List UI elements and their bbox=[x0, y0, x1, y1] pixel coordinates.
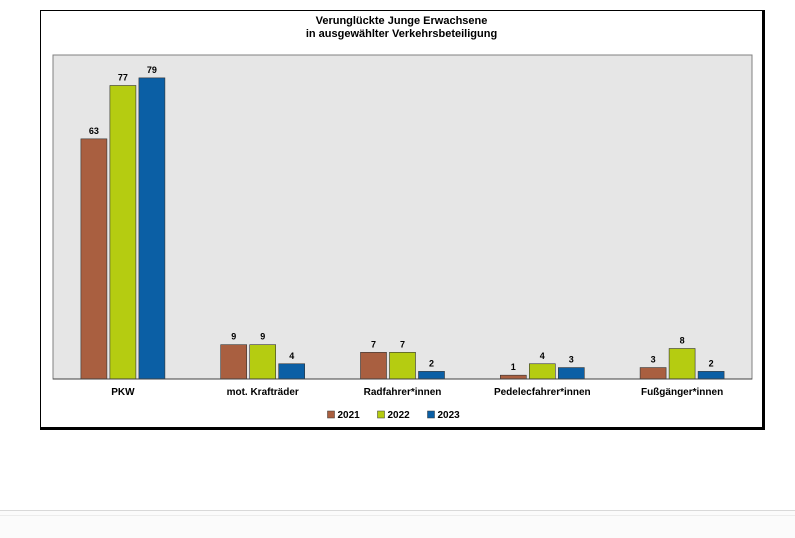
bar-2021-2 bbox=[360, 352, 387, 380]
data-label-2023-2: 2 bbox=[429, 358, 434, 368]
data-label-2021-3: 1 bbox=[511, 362, 516, 372]
chart-title-line-2: in ausgewählter Verkehrsbeteiligung bbox=[305, 28, 498, 40]
bar-2022-2 bbox=[389, 352, 416, 380]
bar-2023-3 bbox=[557, 367, 585, 380]
bottom-scroll-strip bbox=[0, 510, 795, 538]
bar-2022-1 bbox=[249, 344, 276, 380]
chart-title: Verunglückte Junge Erwachsene in ausgewä… bbox=[41, 15, 762, 41]
bar-2022-3 bbox=[528, 363, 556, 380]
data-label-2023-1: 4 bbox=[289, 351, 294, 361]
data-label-2021-4: 3 bbox=[651, 355, 656, 365]
bar-2021-4 bbox=[639, 367, 667, 380]
bar-2023-4 bbox=[697, 371, 725, 380]
legend-swatch-2023 bbox=[427, 410, 435, 419]
data-label-2021-2: 7 bbox=[371, 339, 376, 349]
data-label-2022-1: 9 bbox=[260, 332, 265, 342]
bar-2021-3 bbox=[499, 374, 527, 380]
plot-area bbox=[52, 54, 753, 380]
data-label-2023-0: 79 bbox=[147, 65, 157, 75]
chart-title-line-1: Verunglückte Junge Erwachsene bbox=[315, 15, 488, 27]
bar-2023-2 bbox=[418, 371, 445, 380]
legend-label-2022: 2022 bbox=[388, 410, 411, 421]
x-tick-label-0: PKW bbox=[111, 387, 135, 398]
bar-2023-1 bbox=[278, 363, 305, 380]
x-tick-label-3: Pedelecfahrer*innen bbox=[494, 387, 591, 398]
data-label-2023-3: 3 bbox=[569, 355, 574, 365]
data-label-2021-1: 9 bbox=[231, 332, 236, 342]
data-label-2022-4: 8 bbox=[680, 336, 685, 346]
legend-label-2023: 2023 bbox=[438, 410, 461, 421]
bar-2022-4 bbox=[668, 348, 696, 380]
bar-2021-0 bbox=[80, 138, 108, 380]
x-tick-label-1: mot. Krafträder bbox=[227, 387, 299, 398]
data-label-2022-0: 77 bbox=[118, 72, 128, 82]
data-label-2022-3: 4 bbox=[540, 351, 545, 361]
bar-2022-0 bbox=[109, 85, 137, 380]
chart-frame: Verunglückte Junge Erwachsene in ausgewä… bbox=[40, 10, 765, 430]
legend-label-2021: 2021 bbox=[338, 410, 361, 421]
x-tick-label-4: Fußgänger*innen bbox=[641, 387, 723, 398]
bar-2021-1 bbox=[220, 344, 247, 380]
legend-swatch-2021 bbox=[327, 410, 335, 419]
bar-2023-0 bbox=[138, 77, 166, 380]
legend-swatch-2022 bbox=[377, 410, 385, 419]
bottom-strip-line bbox=[0, 515, 795, 516]
data-label-2021-0: 63 bbox=[89, 126, 99, 136]
data-label-2022-2: 7 bbox=[400, 339, 405, 349]
x-tick-label-2: Radfahrer*innen bbox=[364, 387, 442, 398]
data-label-2023-4: 2 bbox=[709, 358, 714, 368]
